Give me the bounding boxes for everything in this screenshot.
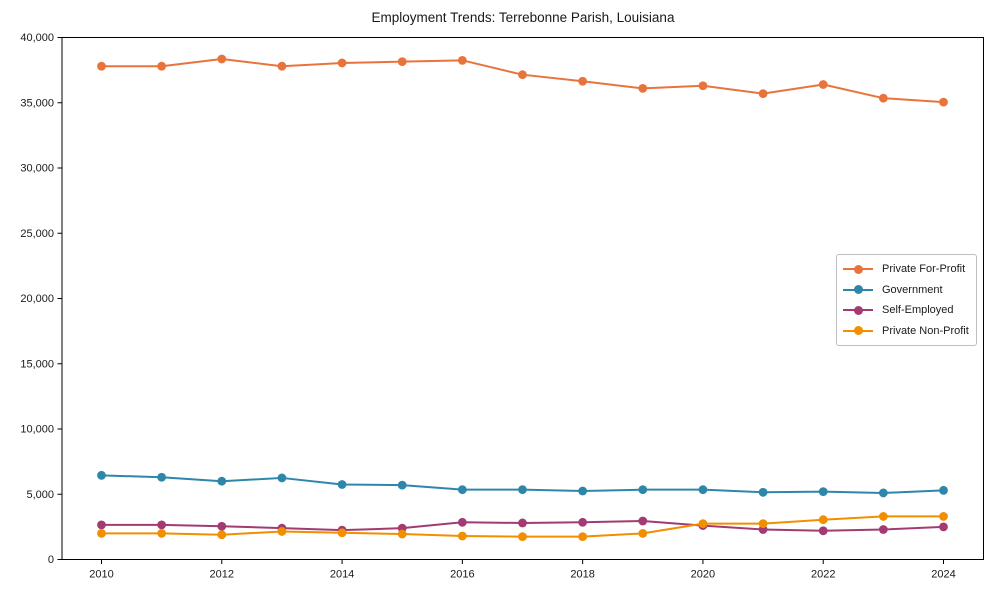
legend-line-marker-icon [843,305,873,315]
y-axis-tick-label: 0 [48,554,54,566]
x-axis-tick-label: 2018 [570,569,594,581]
legend-item-private-non-profit: Private Non-Profit [843,321,970,341]
data-point-marker-private-for-profit [337,58,347,68]
y-axis-tick-label: 15,000 [20,358,54,370]
y-axis-tick-label: 40,000 [20,32,54,44]
data-point-marker-private-non-profit [157,529,167,538]
legend-item-label: Private For-Profit [882,263,966,276]
data-point-marker-private-for-profit [638,83,648,93]
data-point-marker-private-for-profit [939,97,948,107]
data-point-marker-self-employed [878,525,888,534]
data-point-marker-private-for-profit [878,93,888,103]
data-point-marker-private-for-profit [818,80,828,89]
y-axis-tick-label: 20,000 [20,293,54,305]
data-point-marker-private-for-profit [698,81,708,91]
x-axis-tick-label: 2020 [691,569,715,581]
legend: Private For-Profit Government Self-Employe… [836,254,977,346]
legend-line-marker-icon [843,285,873,295]
x-axis-tick-label: 2022 [811,569,835,581]
data-point-marker-private-non-profit [97,529,106,538]
data-point-marker-private-non-profit [337,528,347,538]
data-point-marker-government [457,485,467,495]
data-point-marker-private-for-profit [578,76,588,86]
data-point-marker-self-employed [638,516,648,526]
data-point-marker-private-non-profit [217,530,227,540]
legend-item-government: Government [843,280,970,300]
data-point-marker-government [818,487,828,497]
data-point-marker-private-for-profit [157,61,167,71]
chart-title: Employment Trends: Terrebonne Parish, Lo… [371,10,675,25]
data-point-marker-government [337,480,347,489]
data-point-marker-private-non-profit [758,519,768,529]
x-axis-tick-label: 2016 [450,569,474,581]
data-point-marker-private-for-profit [457,55,467,65]
x-axis-tick-label: 2014 [330,569,354,581]
y-axis-tick-label: 35,000 [20,97,54,109]
legend-line-marker-icon [843,264,873,274]
data-point-marker-self-employed [818,526,828,536]
x-axis-tick-label: 2010 [89,569,113,581]
data-point-marker-private-non-profit [939,512,948,521]
data-point-marker-government [518,485,527,495]
data-point-marker-private-non-profit [457,531,467,541]
data-point-marker-government [878,488,888,498]
data-point-marker-private-for-profit [217,54,227,64]
legend-item-label: Self-Employed [882,304,954,317]
y-axis-tick-label: 10,000 [20,424,54,436]
data-point-marker-government [758,487,768,497]
legend-line-marker-icon [843,326,873,336]
data-point-marker-private-non-profit [397,529,407,539]
data-point-marker-self-employed [157,520,167,530]
legend-item-label: Private Non-Profit [882,324,969,337]
data-point-marker-self-employed [578,517,588,527]
data-point-marker-government [939,485,948,495]
data-point-marker-government [638,485,648,495]
data-point-marker-self-employed [939,522,948,532]
series-line-private-for-profit [100,58,945,104]
data-point-marker-government [217,476,227,486]
data-point-marker-government [698,485,708,495]
data-point-marker-private-non-profit [277,527,287,536]
data-point-marker-private-non-profit [578,532,588,542]
y-axis-tick-label: 5,000 [26,489,54,501]
y-axis-tick-label: 25,000 [20,228,54,240]
data-point-marker-government [578,486,588,496]
data-point-marker-government [397,480,407,490]
data-point-marker-self-employed [457,517,467,527]
data-point-marker-private-non-profit [698,519,708,529]
x-axis-tick-label: 2012 [210,569,234,581]
data-point-marker-government [277,473,287,483]
legend-item-label: Government [882,283,943,296]
data-point-marker-private-non-profit [638,529,648,538]
data-point-marker-self-employed [518,518,527,528]
data-point-marker-private-for-profit [277,61,287,71]
y-axis-tick-label: 30,000 [20,163,54,175]
data-point-marker-private-for-profit [397,57,407,67]
x-axis-tick-label: 2024 [931,569,955,581]
data-point-marker-private-non-profit [878,512,888,521]
data-point-marker-self-employed [97,520,106,530]
data-point-marker-private-non-profit [818,515,828,525]
data-point-marker-private-for-profit [97,61,106,71]
data-point-marker-government [97,470,106,480]
legend-item-self-employed: Self-Employed [843,300,970,320]
data-point-marker-private-non-profit [518,532,527,542]
data-point-marker-government [157,472,167,482]
legend-item-private-for-profit: Private For-Profit [843,259,970,279]
data-point-marker-private-for-profit [758,89,768,99]
data-point-marker-self-employed [217,521,227,531]
data-point-marker-private-for-profit [518,70,527,80]
